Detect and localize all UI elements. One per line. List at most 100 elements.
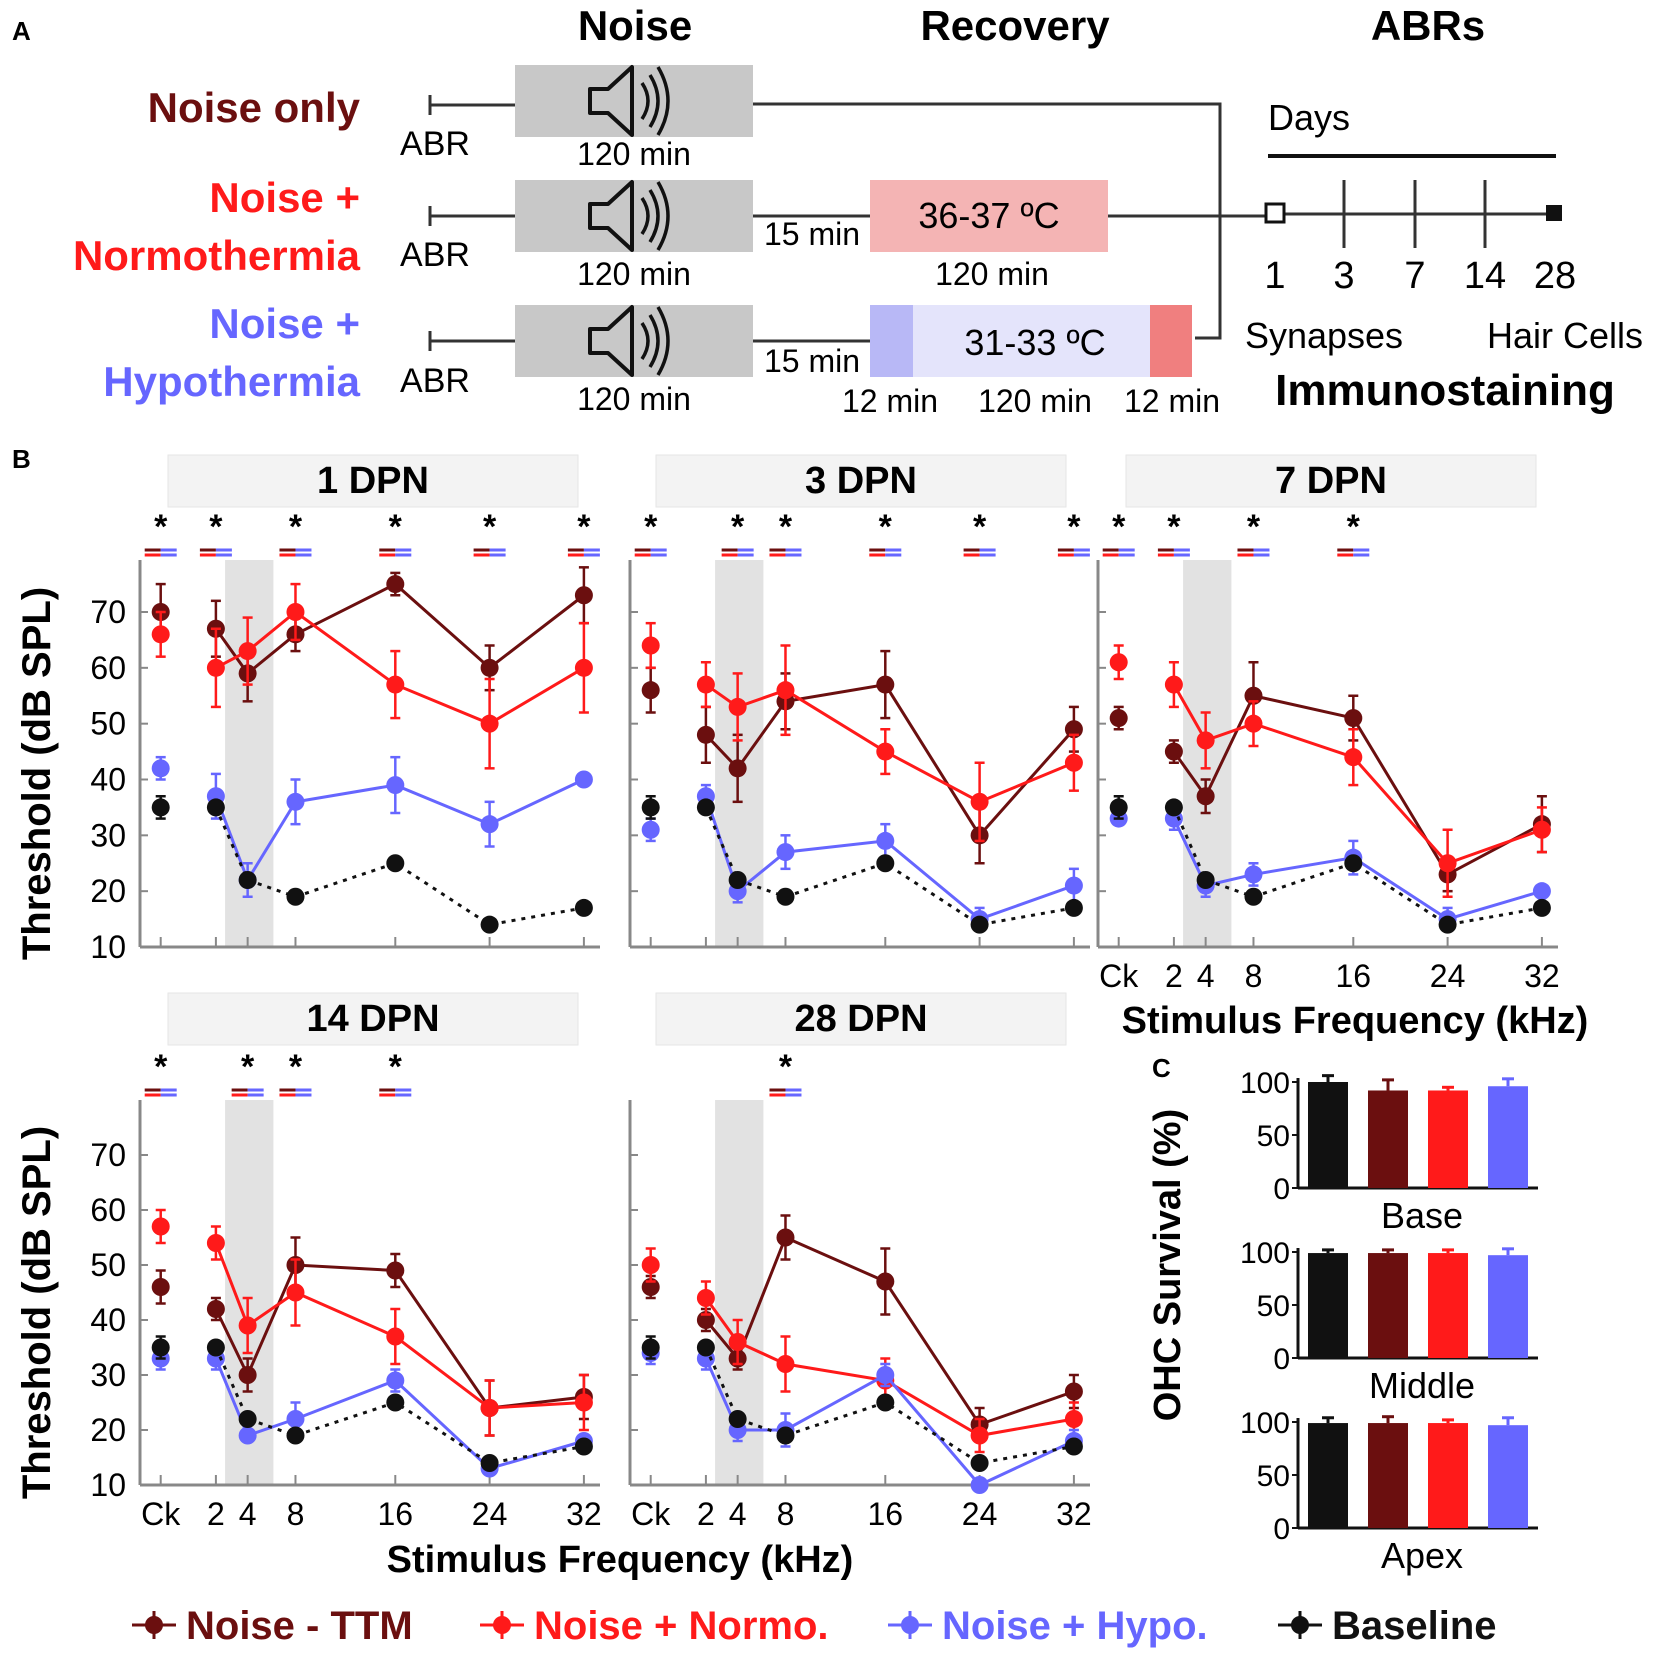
y-axis-label: Threshold (dB SPL)	[15, 1126, 59, 1499]
data-point	[776, 681, 795, 700]
data-point	[238, 1410, 257, 1428]
series-noise-ttm	[641, 1214, 1083, 1443]
significance-star: *	[154, 1048, 168, 1086]
survival-subplot-middle: 0 50 100 Middle	[1240, 1237, 1538, 1406]
hypo-duration-main: 120 min	[978, 383, 1092, 419]
data-point	[386, 1371, 405, 1390]
data-point	[480, 915, 499, 934]
y-axis-label: Threshold (dB SPL)	[15, 587, 59, 960]
legend-label: Baseline	[1332, 1604, 1497, 1648]
y-tick-label: 10	[90, 929, 126, 965]
data-point	[206, 798, 225, 817]
significance-star: *	[577, 508, 591, 546]
data-point	[1064, 1410, 1083, 1428]
legend-item-noise-ttm: Noise - TTM	[132, 1604, 413, 1648]
data-point	[876, 675, 895, 694]
y-tick-label: 70	[90, 1137, 126, 1173]
series-noise-normo	[151, 582, 593, 770]
data-point	[574, 658, 593, 677]
y-tick-label: 20	[90, 1412, 126, 1448]
data-point	[238, 1316, 257, 1335]
data-point	[151, 759, 170, 778]
data-point	[641, 1256, 660, 1274]
x-tick-label: 4	[729, 1496, 747, 1532]
x-tick-label: 4	[1197, 958, 1215, 994]
row3-gap-label: 15 min	[764, 343, 860, 379]
row3-noise-duration: 120 min	[577, 381, 691, 417]
row1-noise-duration: 120 min	[577, 136, 691, 172]
data-point	[286, 1410, 305, 1428]
data-point	[206, 1234, 225, 1252]
significance-star: *	[644, 508, 658, 546]
series-line	[214, 806, 585, 927]
row1-abr-label: ABR	[400, 125, 470, 163]
data-point	[1532, 882, 1551, 901]
series-baseline	[151, 795, 593, 934]
x-tick-label: Ck	[1099, 958, 1139, 994]
x-tick-label: 16	[1336, 958, 1372, 994]
data-point	[641, 1338, 660, 1357]
y-tick-label: 20	[90, 873, 126, 909]
subplot-1-dpn: 1 DPN 10 20 30 40 50 60 70 Threshold (dB SPL) * * *…	[15, 454, 600, 965]
x-tick-label: 16	[378, 1496, 414, 1532]
data-point	[1064, 753, 1083, 772]
y-tick-label: 100	[1240, 1067, 1290, 1100]
row2-noise-duration: 120 min	[577, 256, 691, 292]
data-point	[876, 742, 895, 761]
data-point	[876, 831, 895, 850]
bar-baseline	[1308, 1253, 1348, 1358]
y-tick-label: 50	[90, 1247, 126, 1283]
subplot-title-box	[167, 992, 579, 1046]
subplot-title-box	[655, 992, 1067, 1046]
data-point	[574, 770, 593, 789]
group-label-normo-line2: Normothermia	[73, 232, 361, 279]
row2-abr-label: ABR	[400, 236, 470, 274]
data-point	[286, 792, 305, 811]
data-point	[286, 1426, 305, 1445]
legend-marker	[1291, 1616, 1309, 1634]
data-point	[480, 1454, 499, 1472]
bar-noise-hypo	[1488, 1086, 1528, 1188]
series-line	[214, 582, 585, 676]
day-tick-label: 28	[1534, 255, 1576, 297]
significance-star: *	[779, 508, 793, 546]
data-point	[1244, 714, 1263, 733]
data-point	[641, 681, 660, 700]
data-point	[386, 854, 405, 873]
data-point	[1196, 871, 1215, 889]
subplot-title: 14 DPN	[306, 998, 439, 1040]
hypo-duration-cool: 12 min	[842, 383, 938, 419]
series-line	[1172, 683, 1543, 866]
x-tick-label: 8	[777, 1496, 795, 1532]
data-point	[151, 1338, 170, 1357]
significance-star: *	[973, 508, 987, 546]
data-point	[1196, 787, 1215, 806]
hair-cells-label: Hair Cells	[1487, 315, 1643, 356]
data-point	[286, 887, 305, 906]
data-point	[728, 759, 747, 778]
series-noise-normo	[151, 1208, 593, 1437]
data-point	[574, 1393, 593, 1412]
series-line	[214, 778, 585, 884]
data-point	[151, 1217, 170, 1236]
series-line	[704, 1297, 1075, 1438]
data-point	[876, 1393, 895, 1412]
series-line	[214, 1346, 585, 1465]
x-tick-label: 24	[472, 1496, 508, 1532]
data-point	[206, 658, 225, 677]
significance-star: *	[1067, 508, 1081, 546]
y-tick-label: 10	[90, 1467, 126, 1503]
data-point	[238, 1426, 257, 1445]
hypo-cool-box	[870, 305, 913, 377]
significance-star: *	[1167, 508, 1181, 546]
data-point	[1064, 1437, 1083, 1456]
data-point	[696, 725, 715, 744]
day-tick-label: 7	[1404, 255, 1425, 297]
y-tick-label: 50	[1257, 1120, 1290, 1153]
data-point	[970, 1476, 989, 1494]
data-point	[1109, 653, 1128, 672]
days-label: Days	[1268, 97, 1350, 138]
x-axis-label: Stimulus Frequency (kHz)	[387, 1539, 854, 1581]
